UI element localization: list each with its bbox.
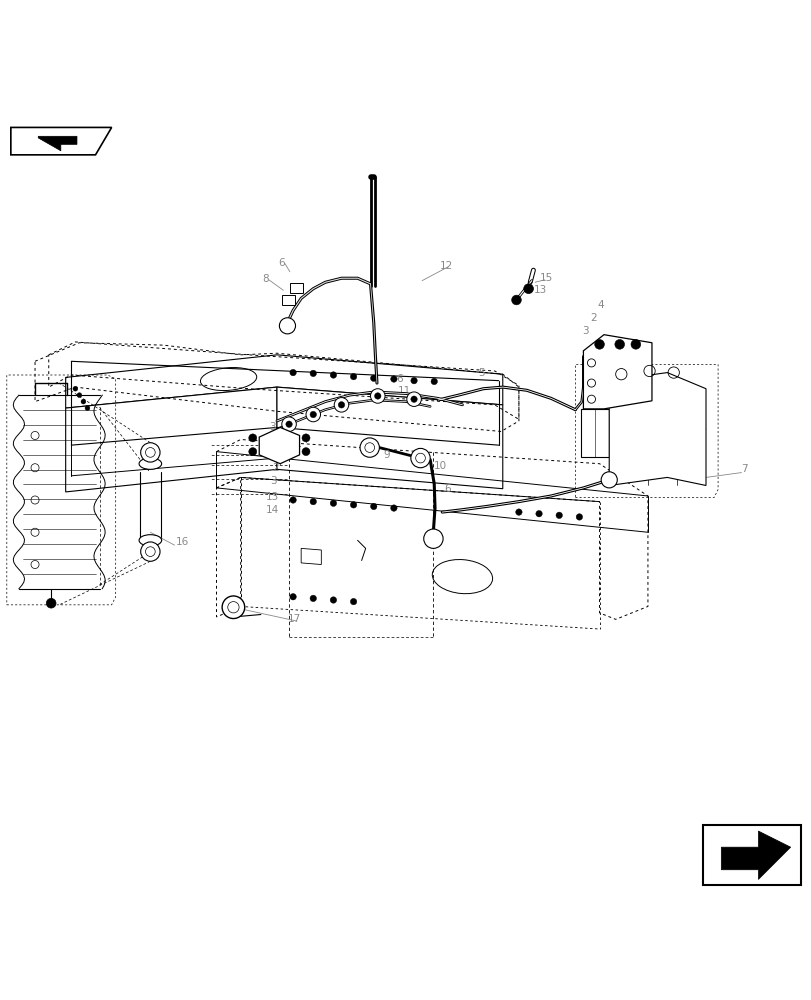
Circle shape (85, 406, 90, 410)
Text: 13: 13 (533, 285, 546, 295)
Circle shape (306, 407, 320, 422)
Circle shape (600, 472, 616, 488)
Circle shape (576, 514, 582, 520)
Text: 17: 17 (288, 614, 301, 624)
Circle shape (290, 594, 296, 600)
Circle shape (310, 411, 316, 418)
Circle shape (370, 389, 384, 403)
Polygon shape (720, 831, 790, 879)
Circle shape (330, 597, 337, 603)
Circle shape (350, 598, 356, 605)
Polygon shape (38, 136, 77, 151)
Circle shape (410, 377, 417, 384)
Text: 11: 11 (397, 386, 410, 396)
Polygon shape (66, 355, 502, 408)
Circle shape (423, 529, 443, 548)
Polygon shape (259, 427, 299, 464)
Text: 6: 6 (278, 258, 285, 268)
Ellipse shape (139, 458, 161, 469)
Circle shape (290, 497, 296, 503)
Circle shape (406, 392, 421, 406)
Text: 16: 16 (176, 537, 189, 547)
Circle shape (614, 340, 624, 349)
Circle shape (594, 340, 603, 349)
Polygon shape (582, 335, 651, 409)
Polygon shape (277, 387, 502, 489)
Circle shape (310, 498, 316, 505)
Circle shape (431, 378, 437, 385)
Circle shape (523, 284, 533, 294)
Circle shape (73, 386, 78, 391)
Circle shape (370, 503, 376, 510)
Text: 3: 3 (270, 476, 277, 486)
Text: 10: 10 (433, 461, 446, 471)
Circle shape (290, 369, 296, 376)
Text: 4: 4 (597, 300, 604, 310)
Text: 15: 15 (539, 273, 552, 283)
Circle shape (302, 448, 310, 456)
Polygon shape (581, 409, 608, 457)
Text: 5: 5 (478, 368, 485, 378)
Bar (281, 295, 294, 305)
Circle shape (302, 434, 310, 442)
Ellipse shape (139, 535, 161, 546)
Circle shape (515, 509, 521, 515)
Circle shape (330, 500, 337, 506)
Circle shape (281, 417, 296, 431)
Circle shape (140, 542, 160, 561)
Text: 13: 13 (265, 492, 279, 502)
Circle shape (350, 502, 356, 508)
Circle shape (140, 443, 160, 462)
Circle shape (77, 393, 82, 398)
Circle shape (390, 376, 397, 382)
Circle shape (285, 421, 292, 427)
Circle shape (248, 434, 256, 442)
Circle shape (46, 598, 56, 608)
Circle shape (630, 340, 640, 349)
Text: 12: 12 (440, 261, 453, 271)
Circle shape (390, 505, 397, 511)
Text: 3: 3 (581, 326, 588, 336)
Text: 4: 4 (259, 437, 265, 447)
Polygon shape (608, 373, 705, 485)
Circle shape (359, 438, 379, 457)
Circle shape (310, 595, 316, 602)
Circle shape (222, 596, 244, 619)
Circle shape (330, 372, 337, 378)
Circle shape (511, 295, 521, 305)
Text: 2: 2 (272, 463, 278, 473)
Bar (702, 825, 800, 885)
Circle shape (410, 396, 417, 402)
Circle shape (279, 318, 295, 334)
Polygon shape (66, 387, 277, 492)
Circle shape (338, 402, 345, 408)
Text: 6: 6 (396, 374, 402, 384)
Circle shape (556, 512, 562, 519)
Text: 14: 14 (265, 505, 279, 515)
Circle shape (350, 373, 356, 380)
Circle shape (535, 510, 542, 517)
Text: 3: 3 (268, 422, 275, 432)
Text: 7: 7 (740, 464, 747, 474)
Circle shape (374, 393, 380, 399)
Bar (290, 283, 303, 293)
Text: 2: 2 (589, 313, 596, 323)
Circle shape (334, 398, 348, 412)
Circle shape (310, 370, 316, 377)
Text: 8: 8 (262, 274, 268, 284)
Circle shape (248, 448, 256, 456)
Circle shape (410, 448, 430, 468)
Text: 6: 6 (444, 484, 451, 494)
Circle shape (370, 375, 376, 381)
Text: 4: 4 (301, 435, 307, 445)
Text: 9: 9 (383, 450, 389, 460)
Polygon shape (11, 127, 111, 155)
Circle shape (81, 399, 86, 404)
Text: 1: 1 (273, 450, 280, 460)
